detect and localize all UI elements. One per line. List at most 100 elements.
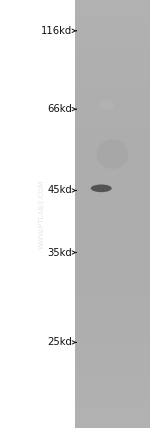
Bar [75, 211, 150, 214]
Bar [75, 100, 150, 104]
Bar [75, 175, 150, 178]
Bar [75, 403, 150, 407]
Bar [75, 203, 150, 207]
Bar [75, 150, 150, 153]
Bar [75, 253, 150, 257]
Bar [75, 189, 150, 193]
Bar [75, 32, 150, 36]
Bar [75, 321, 150, 324]
Bar [75, 43, 150, 46]
Bar [75, 399, 150, 403]
Ellipse shape [100, 100, 114, 110]
Text: 45kd: 45kd [47, 185, 72, 196]
Bar [75, 335, 150, 339]
Bar [75, 250, 150, 253]
Bar [75, 271, 150, 275]
Ellipse shape [97, 139, 128, 169]
Bar [75, 57, 150, 61]
Text: 66kd: 66kd [47, 104, 72, 114]
Text: 25kd: 25kd [47, 337, 72, 348]
Bar [75, 278, 150, 282]
Bar [75, 396, 150, 399]
Bar [75, 225, 150, 228]
Bar [75, 128, 150, 132]
Bar [75, 182, 150, 185]
Bar [75, 310, 150, 314]
Bar [75, 314, 150, 318]
Bar [75, 228, 150, 232]
Bar [75, 39, 150, 43]
Bar [75, 260, 150, 264]
Bar [75, 421, 150, 425]
Bar [75, 0, 150, 3]
Bar [75, 328, 150, 332]
Bar [75, 86, 150, 89]
Bar [75, 171, 150, 175]
Bar [75, 160, 150, 164]
Bar [75, 350, 150, 353]
Bar [75, 324, 150, 328]
Bar [75, 7, 150, 11]
Bar [75, 303, 150, 307]
Bar [75, 292, 150, 296]
Bar [75, 285, 150, 289]
Bar [75, 232, 150, 235]
Bar [75, 342, 150, 346]
Bar [75, 296, 150, 300]
Bar [75, 11, 150, 14]
Bar [75, 185, 150, 189]
Bar [75, 385, 150, 389]
Bar [75, 178, 150, 182]
Bar [75, 246, 150, 250]
Bar [75, 132, 150, 136]
Bar [75, 289, 150, 292]
Bar [75, 200, 150, 203]
Bar [75, 139, 150, 143]
Bar [75, 54, 150, 57]
Bar [75, 143, 150, 146]
Bar [75, 282, 150, 285]
Bar [75, 193, 150, 196]
Bar [75, 168, 150, 171]
Bar [75, 25, 150, 29]
Bar [75, 360, 150, 364]
Bar [75, 392, 150, 396]
Bar [75, 307, 150, 310]
Bar [75, 118, 150, 121]
Bar [75, 332, 150, 335]
Bar [75, 61, 150, 64]
Bar [75, 243, 150, 246]
Bar [75, 417, 150, 421]
Bar [75, 75, 150, 78]
Bar [75, 378, 150, 382]
Bar [75, 21, 150, 25]
Bar [75, 29, 150, 32]
Bar [75, 164, 150, 168]
Bar [75, 82, 150, 86]
Bar [75, 264, 150, 268]
Text: WWW.PTLAB3.COM: WWW.PTLAB3.COM [39, 179, 45, 249]
Bar [75, 235, 150, 239]
Bar [75, 414, 150, 417]
Bar [75, 114, 150, 118]
Bar [75, 157, 150, 160]
Bar [75, 364, 150, 367]
Bar [75, 300, 150, 303]
Bar [75, 371, 150, 374]
Bar [75, 353, 150, 357]
Bar [75, 257, 150, 260]
Bar [75, 110, 150, 114]
Bar [75, 382, 150, 385]
Bar [75, 374, 150, 378]
Bar [75, 3, 150, 7]
Bar [75, 50, 150, 54]
Bar [75, 68, 150, 71]
Bar [75, 93, 150, 96]
Bar [75, 107, 150, 110]
Bar [75, 268, 150, 271]
Bar [75, 389, 150, 392]
Text: 35kd: 35kd [47, 247, 72, 258]
Bar [75, 104, 150, 107]
Bar [75, 207, 150, 211]
Bar [75, 18, 150, 21]
